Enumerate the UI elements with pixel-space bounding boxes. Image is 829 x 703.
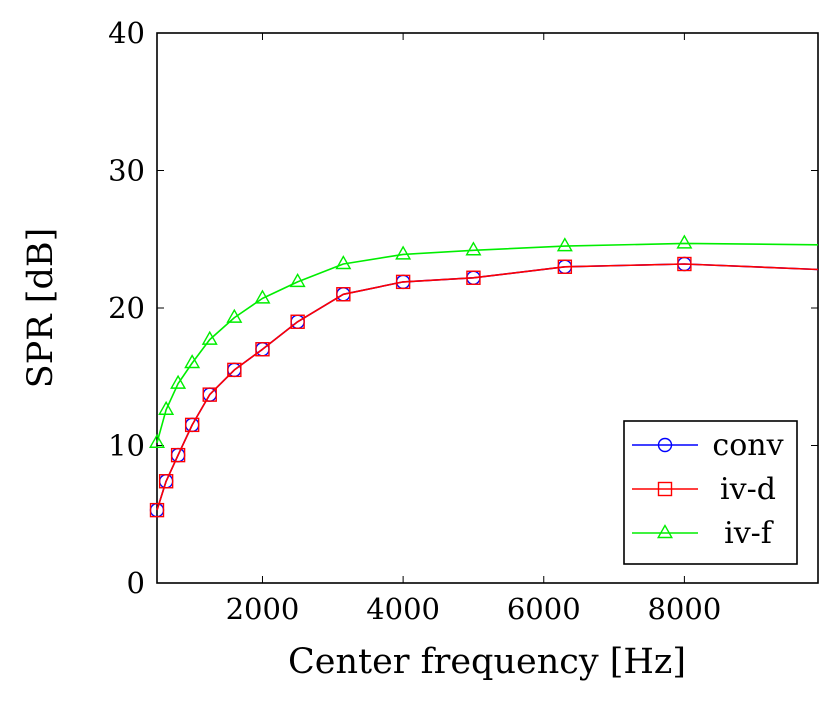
x-tick-label: 6000 <box>507 592 581 626</box>
legend-label: iv-d <box>720 472 776 507</box>
data-point <box>466 270 481 285</box>
data-point <box>201 330 218 345</box>
legend-entry-conv: conv <box>632 428 784 463</box>
data-point <box>254 289 271 304</box>
data-point <box>395 274 411 290</box>
legend: conv iv-d iv-f <box>623 420 798 565</box>
data-point <box>170 374 187 389</box>
data-point <box>336 287 351 302</box>
data-point <box>227 362 242 378</box>
data-point <box>289 272 306 288</box>
legend-entry-iv-f: iv-f <box>632 516 774 551</box>
x-tick-label: 2000 <box>226 592 300 626</box>
series-iv-d <box>149 256 819 518</box>
x-axis-title: Center frequency [Hz] <box>288 642 686 682</box>
series-iv-f <box>148 234 819 448</box>
data-point <box>226 308 243 323</box>
data-point <box>395 245 412 260</box>
legend-marker <box>657 481 673 497</box>
series-line <box>156 263 819 511</box>
x-tick-label: 4000 <box>366 592 440 626</box>
data-point <box>676 234 693 249</box>
axis-tick-labels: 2000 4000 6000 8000 0 10 20 30 40 <box>108 16 721 626</box>
y-tick-label: 40 <box>108 16 145 50</box>
data-point <box>184 417 200 433</box>
legend-marker <box>656 524 674 539</box>
data-point <box>202 387 217 402</box>
legend-marker <box>657 437 673 453</box>
series-layer <box>148 234 819 518</box>
data-point <box>290 314 305 329</box>
data-point <box>556 237 573 252</box>
data-point <box>148 433 166 448</box>
data-point <box>335 255 352 270</box>
data-point <box>255 342 270 357</box>
data-point <box>184 354 201 369</box>
legend-entry-iv-d: iv-d <box>632 472 776 507</box>
data-point <box>557 259 573 274</box>
axis-ticks <box>157 32 818 584</box>
y-tick-label: 10 <box>108 429 145 463</box>
y-axis-title: SPR [dB] <box>21 228 61 388</box>
data-point <box>158 400 175 415</box>
data-point <box>677 256 692 272</box>
legend-label: iv-f <box>724 516 774 551</box>
data-point <box>158 474 174 489</box>
data-point <box>465 241 482 256</box>
y-tick-label: 30 <box>108 154 145 188</box>
data-point <box>149 502 165 518</box>
data-point <box>170 447 186 463</box>
y-tick-label: 0 <box>127 566 145 600</box>
x-tick-label: 8000 <box>647 592 721 626</box>
y-tick-label: 20 <box>108 291 145 325</box>
legend-label: conv <box>712 428 783 463</box>
